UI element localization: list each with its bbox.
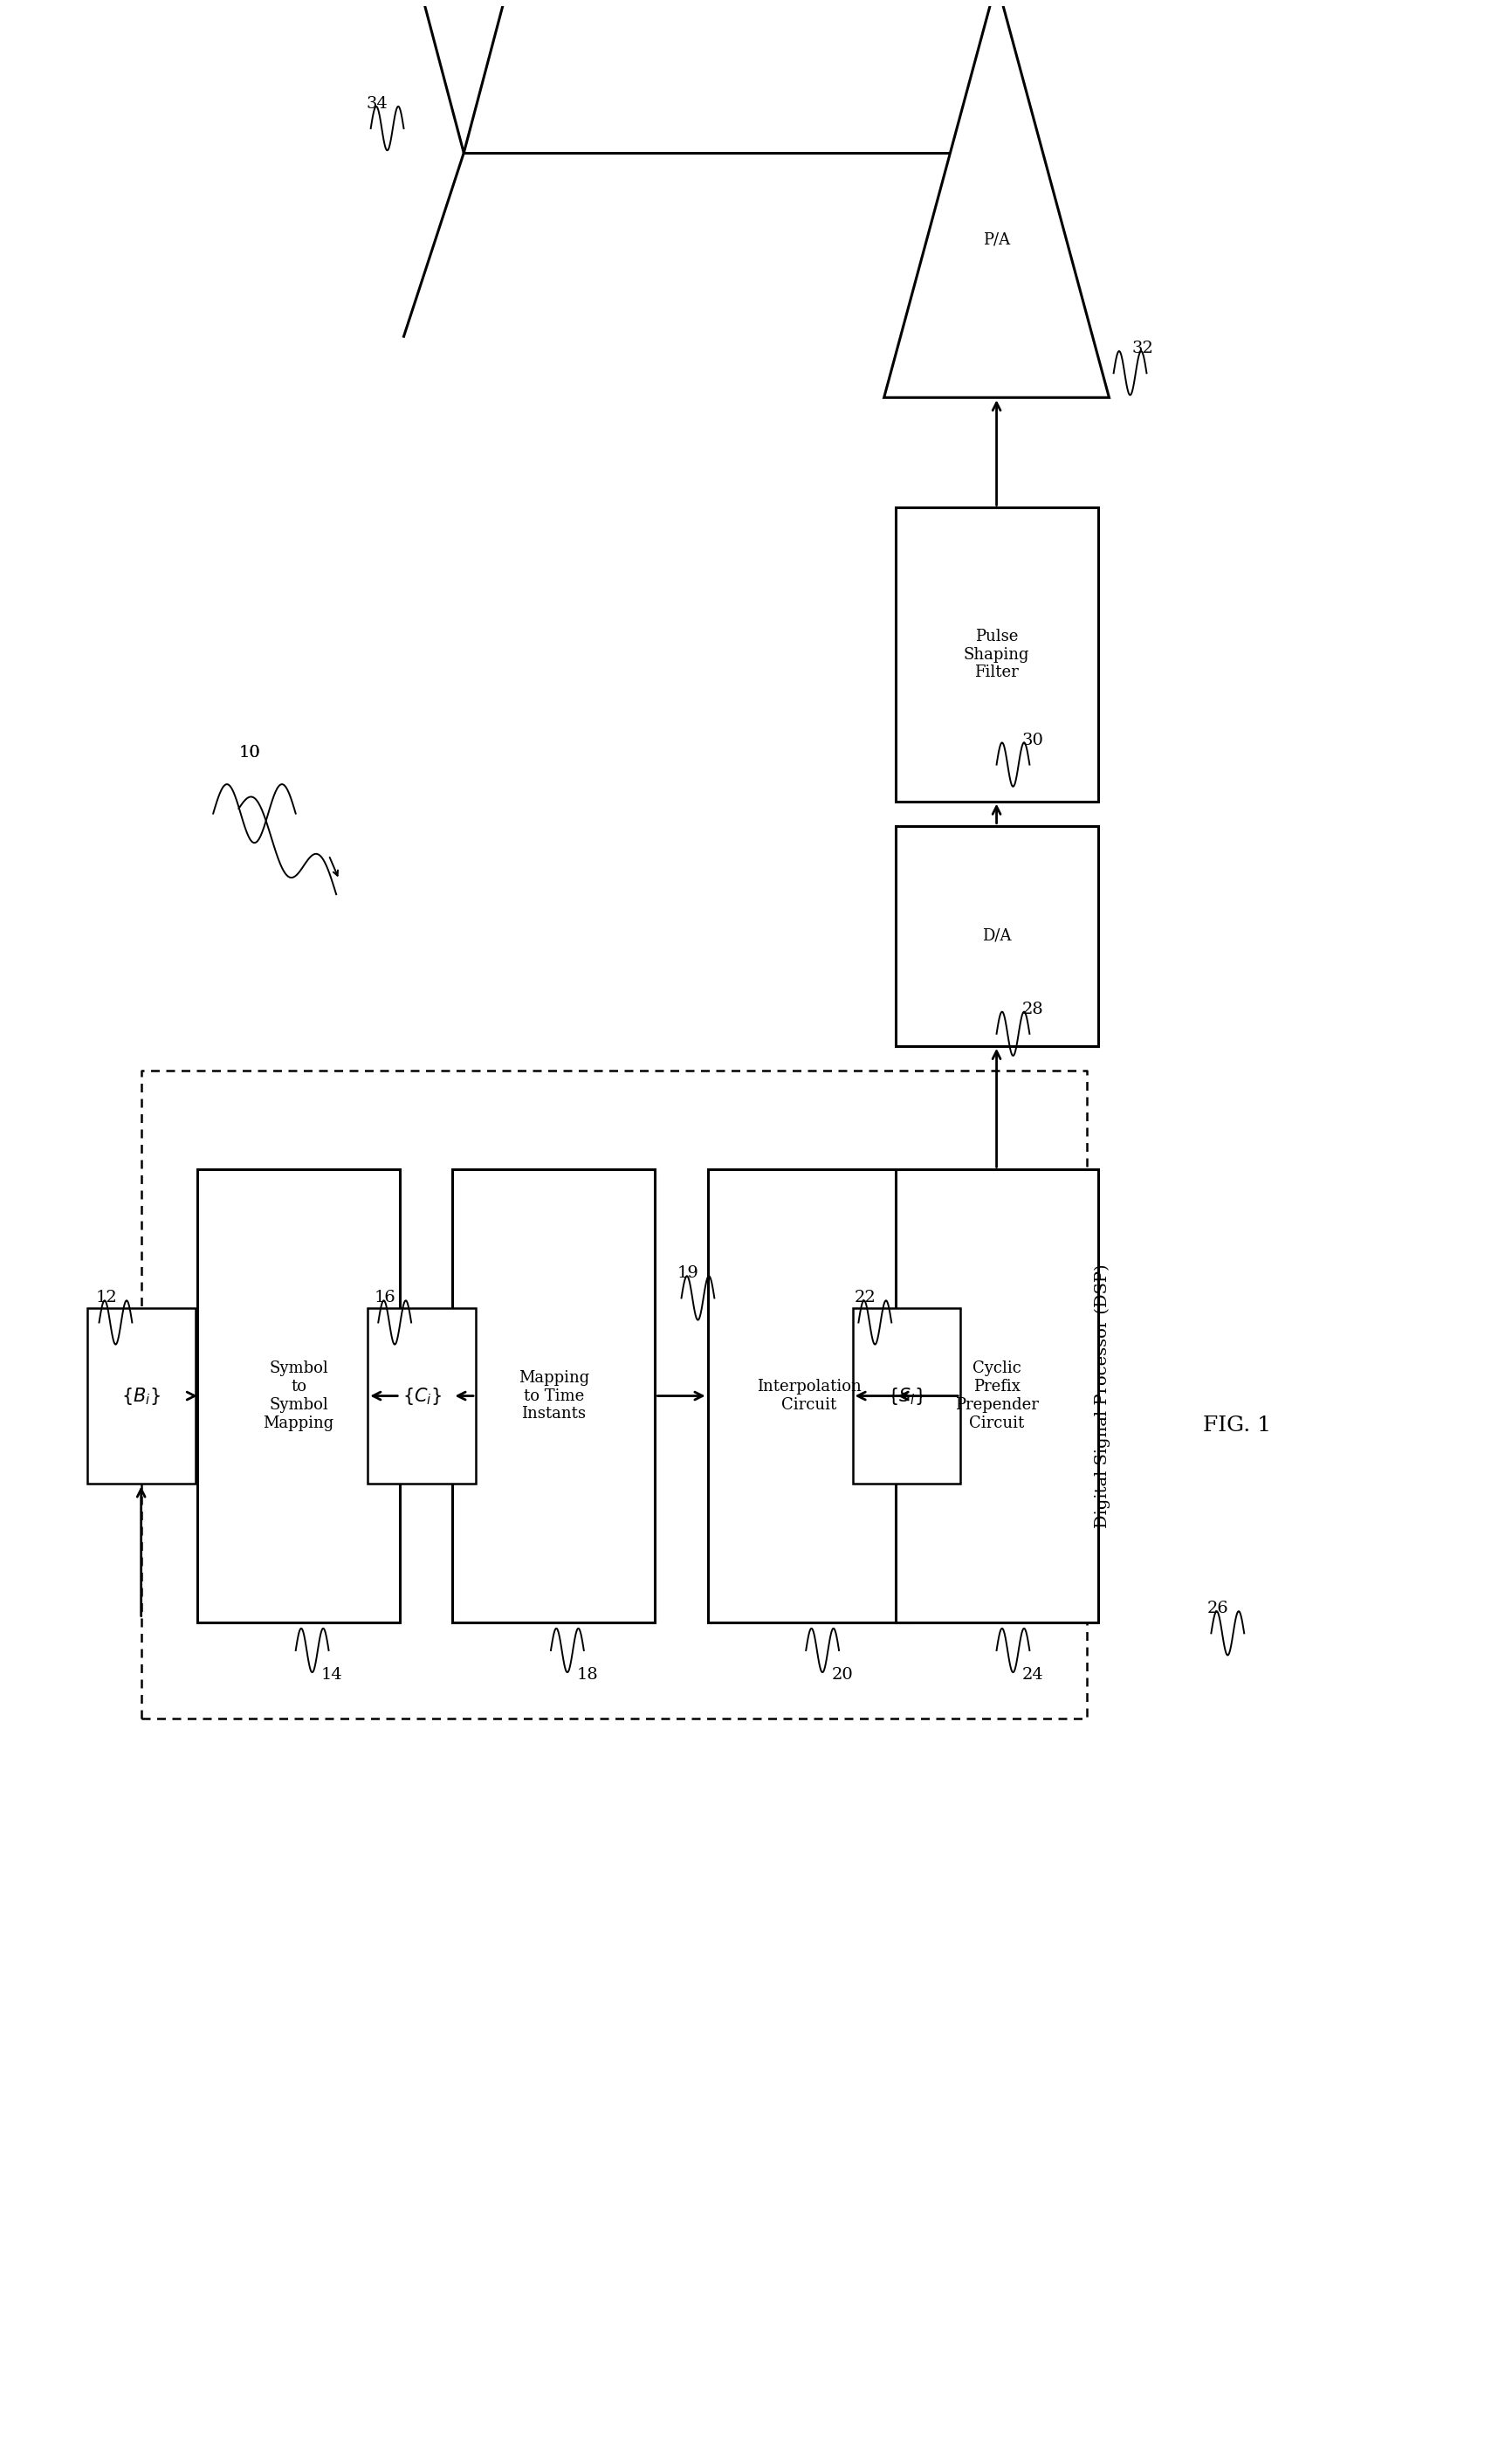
Text: 19: 19: [676, 1266, 699, 1281]
Text: $\{B_i\}$: $\{B_i\}$: [121, 1384, 160, 1407]
Text: Symbol
to
Symbol
Mapping: Symbol to Symbol Mapping: [263, 1360, 334, 1431]
FancyBboxPatch shape: [88, 1308, 195, 1483]
Text: 24: 24: [1022, 1667, 1043, 1682]
Text: 34: 34: [366, 96, 387, 111]
Polygon shape: [392, 0, 535, 152]
Text: D/A: D/A: [981, 927, 1010, 944]
FancyBboxPatch shape: [452, 1170, 655, 1623]
Text: $\{S_i\}$: $\{S_i\}$: [888, 1384, 925, 1407]
FancyBboxPatch shape: [895, 826, 1098, 1045]
Text: FIG. 1: FIG. 1: [1202, 1416, 1270, 1436]
Text: P/A: P/A: [983, 231, 1010, 248]
Text: 14: 14: [321, 1667, 343, 1682]
Text: 22: 22: [853, 1291, 875, 1306]
FancyBboxPatch shape: [367, 1308, 475, 1483]
FancyBboxPatch shape: [708, 1170, 910, 1623]
Text: 20: 20: [832, 1667, 853, 1682]
Text: Pulse
Shaping
Filter: Pulse Shaping Filter: [963, 630, 1030, 681]
Text: 32: 32: [1131, 342, 1152, 357]
Text: Digital Signal Processor (DSP): Digital Signal Processor (DSP): [1093, 1264, 1110, 1527]
Text: Mapping
to Time
Instants: Mapping to Time Instants: [519, 1370, 590, 1421]
Text: Interpolation
Circuit: Interpolation Circuit: [756, 1379, 860, 1414]
Text: 26: 26: [1207, 1601, 1228, 1616]
Text: 10: 10: [239, 745, 260, 760]
Text: 28: 28: [1022, 1001, 1043, 1018]
FancyBboxPatch shape: [895, 1170, 1098, 1623]
FancyBboxPatch shape: [851, 1308, 960, 1483]
Text: 30: 30: [1022, 733, 1043, 748]
FancyBboxPatch shape: [895, 507, 1098, 802]
Text: Cyclic
Prefix
Prepender
Circuit: Cyclic Prefix Prepender Circuit: [954, 1360, 1037, 1431]
Text: 12: 12: [97, 1291, 118, 1306]
Text: 16: 16: [373, 1291, 395, 1306]
FancyBboxPatch shape: [197, 1170, 399, 1623]
Text: 18: 18: [576, 1667, 597, 1682]
Text: $\{C_i\}$: $\{C_i\}$: [402, 1384, 442, 1407]
Polygon shape: [883, 0, 1108, 398]
Text: 10: 10: [239, 745, 260, 760]
